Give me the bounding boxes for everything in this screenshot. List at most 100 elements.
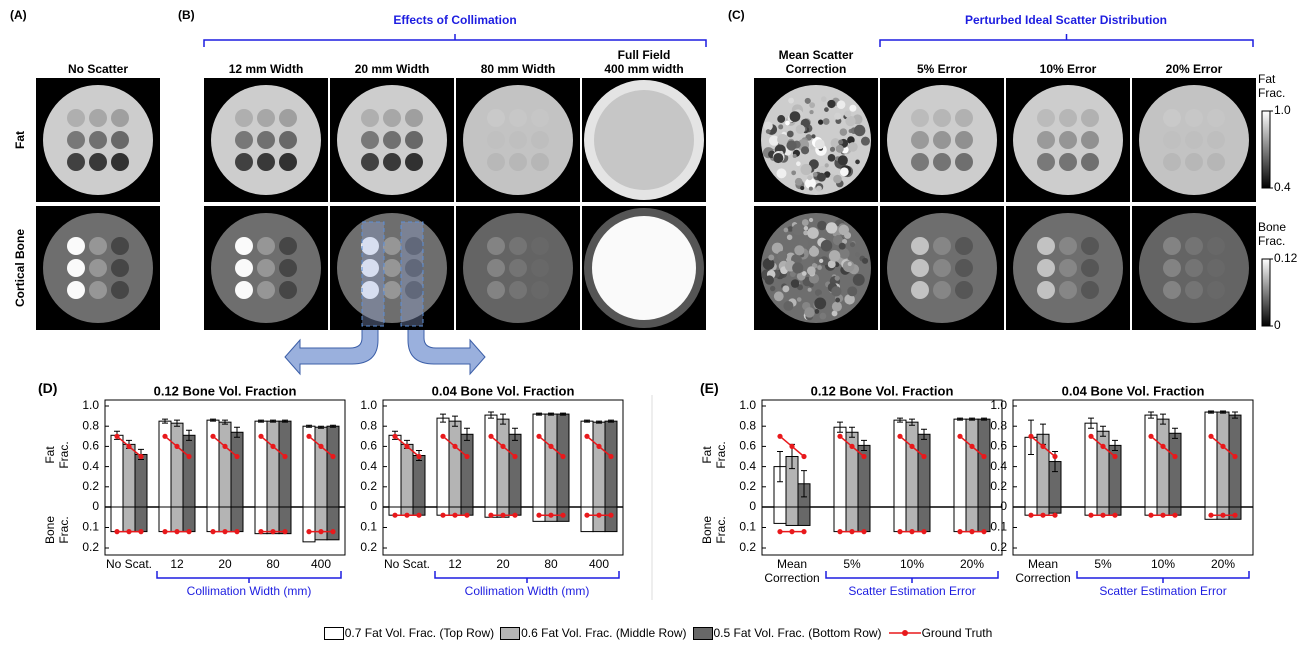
ground-truth-point (416, 513, 421, 518)
insert (405, 131, 423, 149)
insert (1059, 153, 1077, 171)
fat-bar (1145, 415, 1157, 507)
ground-truth-point (464, 454, 469, 459)
fat-bar (461, 434, 473, 507)
bone-bar (918, 507, 930, 532)
insert (1163, 131, 1181, 149)
insert (509, 153, 527, 171)
y-tick-label: 0.1 (990, 520, 1007, 534)
noise (843, 260, 855, 272)
ground-truth-point (488, 434, 493, 439)
ground-truth-point (1160, 444, 1165, 449)
ground-truth-point (512, 513, 517, 518)
ground-truth-point (282, 529, 287, 534)
insert (531, 259, 549, 277)
ground-truth-point (500, 513, 505, 518)
bone-bar (966, 507, 978, 532)
bone-bar (581, 507, 593, 532)
bone-bar (894, 507, 906, 532)
ground-truth-point (162, 529, 167, 534)
insert (1185, 153, 1203, 171)
ground-truth-point (210, 434, 215, 439)
ground-truth-point (270, 444, 275, 449)
ground-truth-point (1088, 434, 1093, 439)
fat-bar (449, 421, 461, 507)
noise (807, 227, 819, 239)
bone-bar (111, 507, 123, 532)
y-tick-label: 0 (370, 499, 377, 513)
noise (797, 297, 802, 302)
figure-canvas: 1.00.40.1200.12 Bone Vol. Fraction00.20.… (0, 0, 1316, 650)
insert (911, 131, 929, 149)
ground-truth-point (1208, 513, 1213, 518)
ground-truth-point (1112, 454, 1117, 459)
fat-bar (1217, 412, 1229, 507)
noise (826, 222, 837, 233)
fat-bar (605, 421, 617, 507)
y-tick-label: 1.0 (739, 398, 756, 412)
insert (509, 237, 527, 255)
noise (787, 131, 794, 138)
insert (235, 281, 253, 299)
noise (776, 168, 786, 178)
insert (383, 153, 401, 171)
insert (531, 131, 549, 149)
ground-truth-point (488, 513, 493, 518)
noise (802, 219, 809, 226)
legend-label: 0.7 Fat Vol. Frac. (Top Row) (345, 626, 494, 640)
noise (814, 297, 826, 309)
insert (933, 281, 951, 299)
ground-truth-point (1148, 513, 1153, 518)
fat-bar (497, 419, 509, 507)
ground-truth-point (608, 513, 613, 518)
noise (787, 235, 793, 241)
noise (802, 271, 807, 276)
ground-truth-point (969, 529, 974, 534)
y-tick-label: 0.6 (990, 439, 1007, 453)
noise (819, 313, 826, 320)
insert (1163, 153, 1181, 171)
x-tick-label: 20% (932, 557, 1012, 571)
insert (955, 237, 973, 255)
insert (383, 281, 401, 299)
fat-bar (1229, 415, 1241, 507)
ground-truth-point (1208, 434, 1213, 439)
noise (782, 285, 789, 292)
insert (257, 259, 275, 277)
noise (801, 146, 809, 154)
insert (531, 237, 549, 255)
y-tick-label: 0 (749, 499, 756, 513)
noise (791, 279, 800, 288)
fat-bar (279, 421, 291, 507)
noise (794, 245, 804, 255)
noise (855, 160, 860, 165)
noise (834, 113, 841, 120)
legend-dot (902, 630, 908, 636)
ground-truth-point (1172, 454, 1177, 459)
insert (911, 281, 929, 299)
ground-truth-point (837, 434, 842, 439)
insert (1163, 109, 1181, 127)
insert (531, 109, 549, 127)
chart-title: 0.04 Bone Vol. Fraction (432, 383, 575, 398)
y-axis-label: Fat Frac. (700, 430, 728, 480)
insert (933, 237, 951, 255)
insert (1207, 131, 1225, 149)
y-tick-label: 0 (1000, 499, 1007, 513)
bracket (204, 34, 706, 47)
insert (279, 281, 297, 299)
insert (933, 153, 951, 171)
column-header: No Scatter (38, 62, 158, 76)
insert (487, 153, 505, 171)
ground-truth-point (801, 529, 806, 534)
ground-truth-point (1160, 513, 1165, 518)
chart-title: 0.04 Bone Vol. Fraction (1062, 383, 1205, 398)
insert (509, 131, 527, 149)
insert (911, 259, 929, 277)
ground-truth-point (536, 513, 541, 518)
fat-bar (183, 435, 195, 507)
bone-bar (135, 507, 147, 532)
ground-truth-point (1040, 444, 1045, 449)
insert (1059, 109, 1077, 127)
column-header: 20 mm Width (332, 62, 452, 76)
